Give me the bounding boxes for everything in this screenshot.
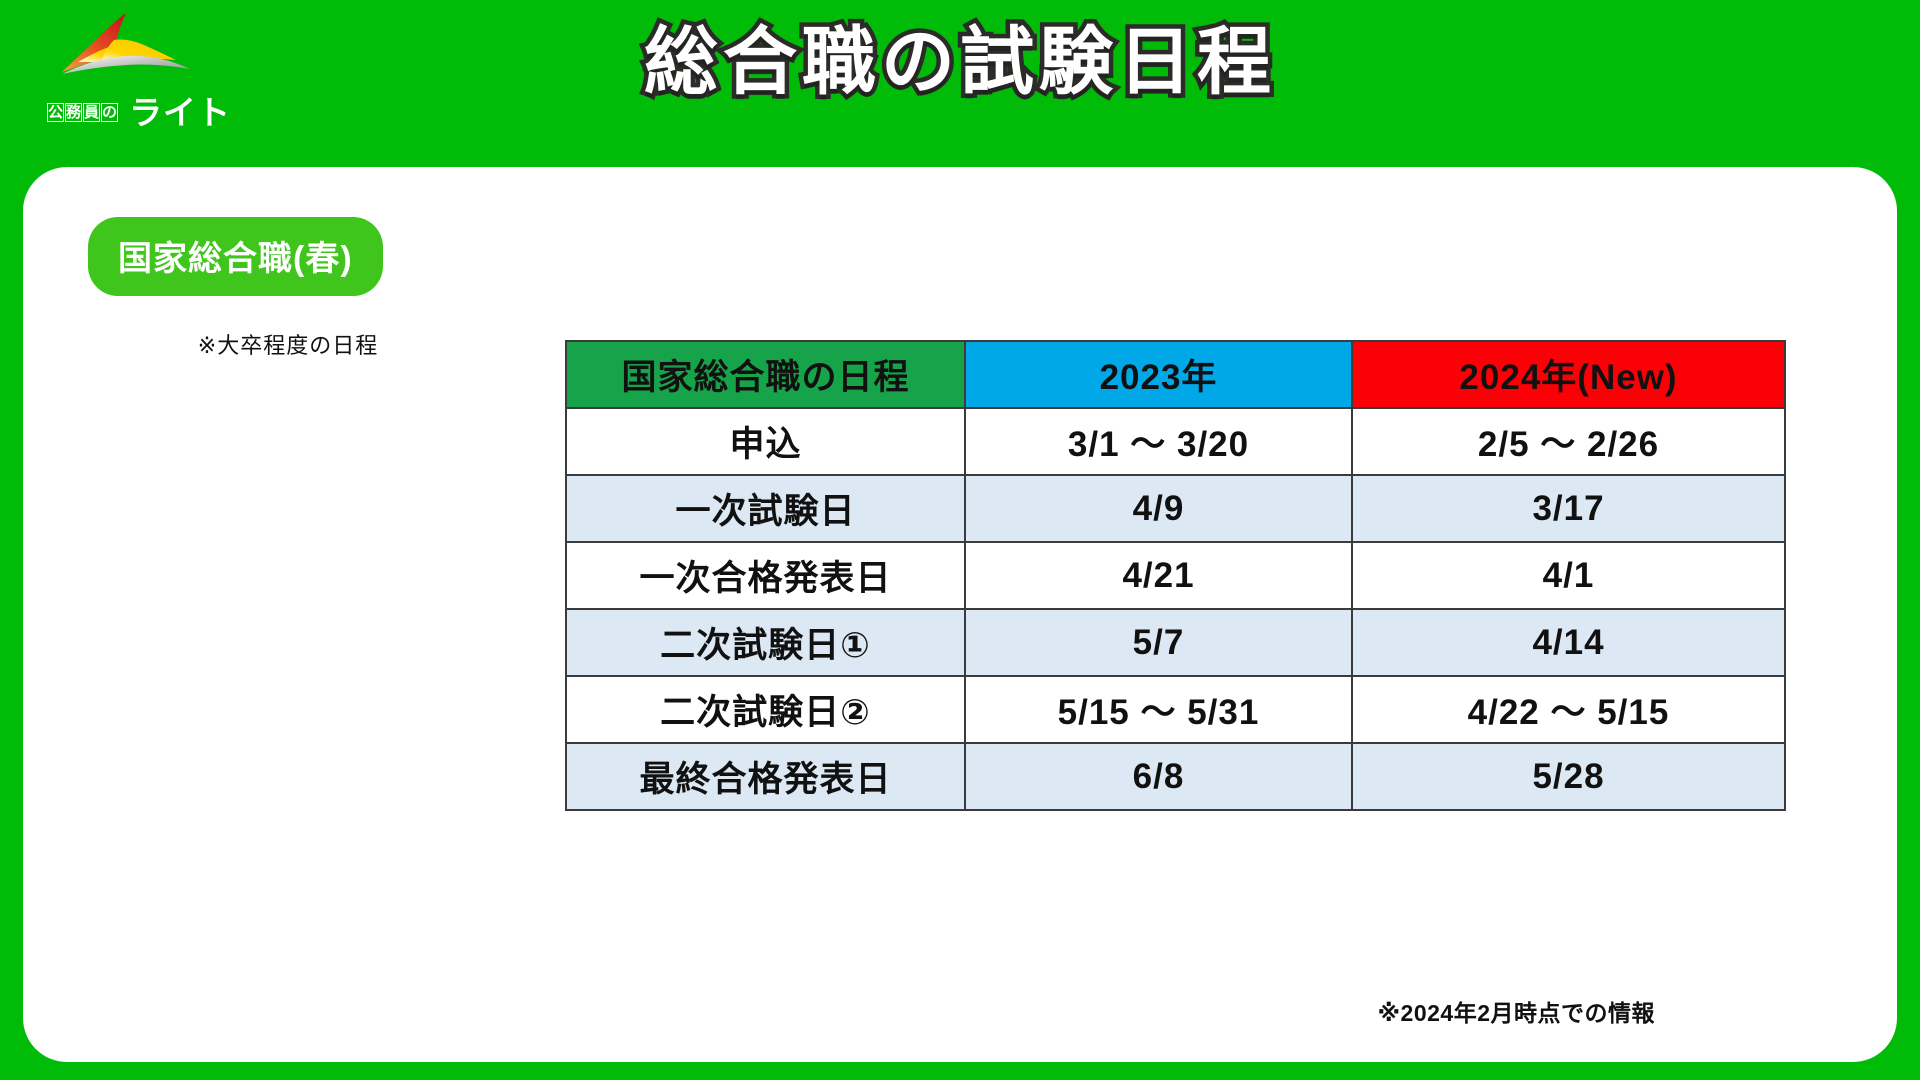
cell-2023-date: 5/7 [964,608,1353,677]
column-header-2024: 2024年(New) [1351,340,1786,409]
cell-2024-date: 3/17 [1351,474,1786,543]
cell-2024-date: 5/28 [1351,742,1786,811]
table-header-row: 国家総合職の日程 2023年 2024年(New) [565,340,1786,409]
mountain-wave-logo-icon [62,13,190,74]
page-header: 公務員の ライト 総合職の試験日程 [0,0,1920,167]
column-header-label: 国家総合職の日程 [565,340,966,409]
page-title: 総合職の試験日程 [640,16,1276,108]
cell-stage-label: 二次試験日② [565,675,966,744]
cell-stage-label: 一次合格発表日 [565,541,966,610]
cell-2023-date: 3/1 ～ 3/20 [964,407,1353,476]
logo-kanji-boxed: 公務員の [47,102,118,122]
cell-2024-date: 4/1 [1351,541,1786,610]
cell-stage-label: 二次試験日① [565,608,966,677]
table-body: 申込 3/1 ～ 3/20 2/5 ～ 2/26 一次試験日 4/9 3/17 一次合格発表… [565,407,1786,811]
logo-katakana: ライト [129,93,231,131]
cell-2023-date: 6/8 [964,742,1353,811]
table-row: 二次試験日② 5/15 ～ 5/31 4/22 ～ 5/15 [565,675,1786,744]
category-note: ※大卒程度の日程 [197,333,379,358]
exam-schedule-table: 国家総合職の日程 2023年 2024年(New) 申込 3/1 ～ 3/20 2/… [565,340,1786,811]
table-row: 二次試験日① 5/7 4/14 [565,608,1786,677]
column-header-2023: 2023年 [964,340,1353,409]
table-head: 国家総合職の日程 2023年 2024年(New) [565,340,1786,409]
left-column: 国家総合職(春) ※大卒程度の日程 [88,217,488,360]
logo-wordmark: 公務員の ライト [46,90,236,134]
table-row: 一次試験日 4/9 3/17 [565,474,1786,543]
cell-stage-label: 一次試験日 [565,474,966,543]
table-row: 一次合格発表日 4/21 4/1 [565,541,1786,610]
cell-stage-label: 申込 [565,407,966,476]
footer-note: ※2024年2月時点での情報 [1377,1000,1655,1026]
cell-stage-label: 最終合格発表日 [565,742,966,811]
cell-2023-date: 4/9 [964,474,1353,543]
table-row: 申込 3/1 ～ 3/20 2/5 ～ 2/26 [565,407,1786,476]
table-row: 最終合格発表日 6/8 5/28 [565,742,1786,811]
cell-2024-date: 4/14 [1351,608,1786,677]
cell-2023-date: 4/21 [964,541,1353,610]
cell-2023-date: 5/15 ～ 5/31 [964,675,1353,744]
cell-2024-date: 2/5 ～ 2/26 [1351,407,1786,476]
site-logo: 公務員の ライト [46,8,236,138]
cell-2024-date: 4/22 ～ 5/15 [1351,675,1786,744]
category-badge: 国家総合職(春) [88,217,383,296]
